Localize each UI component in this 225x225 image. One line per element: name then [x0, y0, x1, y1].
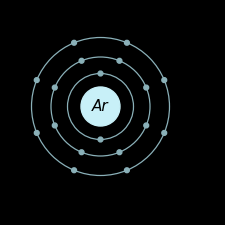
Circle shape: [98, 137, 103, 142]
Circle shape: [34, 78, 39, 83]
Circle shape: [124, 168, 129, 173]
Text: Ar: Ar: [92, 99, 109, 114]
Circle shape: [144, 85, 149, 90]
Circle shape: [117, 150, 122, 155]
Circle shape: [162, 130, 167, 135]
Circle shape: [72, 168, 77, 173]
Circle shape: [34, 130, 39, 135]
Circle shape: [81, 87, 120, 126]
Circle shape: [72, 40, 77, 45]
Circle shape: [117, 58, 122, 63]
Circle shape: [162, 78, 167, 83]
Circle shape: [124, 40, 129, 45]
Circle shape: [79, 150, 84, 155]
Circle shape: [79, 58, 84, 63]
Circle shape: [98, 71, 103, 76]
Circle shape: [52, 85, 57, 90]
Circle shape: [144, 123, 149, 128]
Circle shape: [52, 123, 57, 128]
